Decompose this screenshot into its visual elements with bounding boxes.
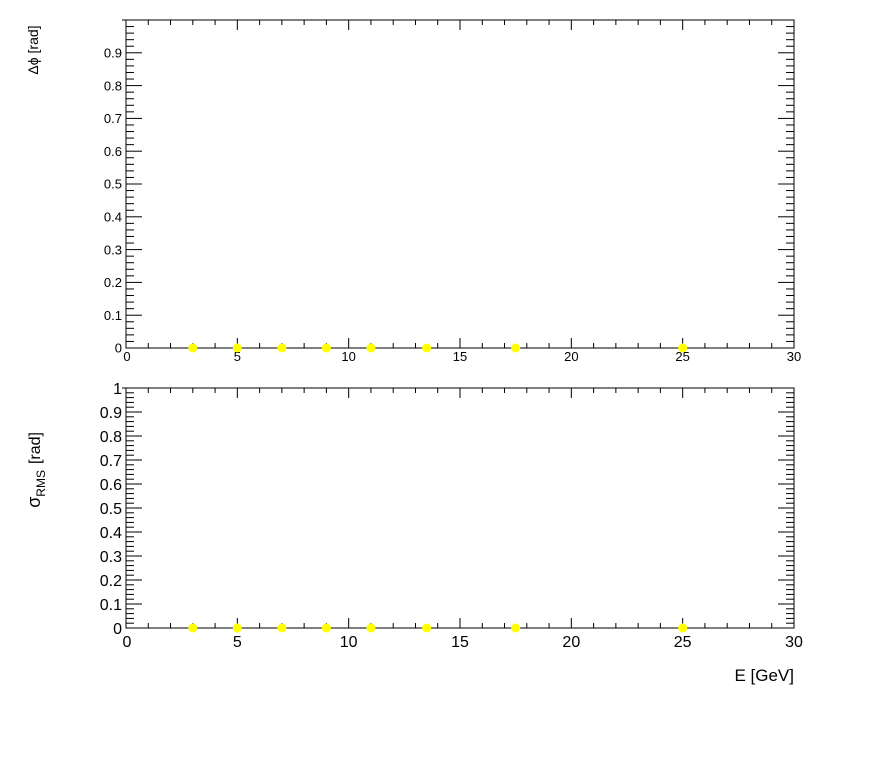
y-tick-label: 0.9 bbox=[100, 405, 122, 422]
x-tick-label: 15 bbox=[451, 634, 469, 651]
data-point bbox=[321, 623, 331, 633]
x-tick-label: 25 bbox=[675, 349, 689, 364]
data-point bbox=[232, 343, 242, 353]
top-data-points bbox=[188, 343, 688, 353]
data-point bbox=[321, 343, 331, 353]
bottom-data-points bbox=[188, 623, 688, 633]
data-point bbox=[366, 623, 376, 633]
data-point bbox=[277, 343, 287, 353]
bottom-x-axis-title: E [GeV] bbox=[734, 666, 794, 685]
y-tick-label: 0.4 bbox=[100, 525, 122, 542]
bottom-plot-frame bbox=[125, 387, 795, 629]
y-tick-label: 0.3 bbox=[100, 549, 122, 566]
data-point bbox=[277, 623, 287, 633]
data-point bbox=[511, 343, 521, 353]
data-point bbox=[422, 623, 432, 633]
y-tick-label: 1 bbox=[113, 381, 122, 398]
y-unit: [rad] bbox=[27, 432, 44, 464]
bottom-panel: 0 0.1 0.2 0.3 0.4 0.5 0.6 0.7 0.8 0.9 1 0 5 10 15 20 25… bbox=[24, 381, 803, 685]
x-tick-label: 30 bbox=[785, 634, 803, 651]
data-point bbox=[511, 623, 521, 633]
data-point bbox=[422, 343, 432, 353]
x-tick-label: 20 bbox=[562, 634, 580, 651]
top-y-axis-title: Δϕ [rad] bbox=[25, 25, 41, 74]
top-y-tick-labels: 0 0.1 0.2 0.3 0.4 0.5 0.6 0.7 0.8 0.9 bbox=[104, 45, 122, 355]
y-tick-label: 0.2 bbox=[100, 573, 122, 590]
y-tick-label: 0.3 bbox=[104, 242, 122, 257]
x-tick-label: 30 bbox=[787, 349, 801, 364]
y-tick-label: 0.1 bbox=[100, 597, 122, 614]
x-tick-label: 0 bbox=[123, 349, 130, 364]
data-point bbox=[232, 623, 242, 633]
y-tick-label: 0.9 bbox=[104, 45, 122, 60]
y-tick-label: 0.8 bbox=[100, 429, 122, 446]
y-tick-label: 0.6 bbox=[100, 477, 122, 494]
top-panel: 0 0.1 0.2 0.3 0.4 0.5 0.6 0.7 0.8 0.9 0 5 10 15 20 25 3… bbox=[25, 19, 801, 364]
data-point bbox=[188, 343, 198, 353]
x-tick-label: 10 bbox=[341, 349, 355, 364]
bottom-y-axis-title: σRMS [rad] bbox=[24, 432, 48, 508]
sigma-symbol: σ bbox=[24, 497, 44, 508]
sigma-subscript: RMS bbox=[34, 470, 48, 497]
data-point bbox=[188, 623, 198, 633]
y-tick-label: 0.2 bbox=[104, 275, 122, 290]
y-tick-label: 0.7 bbox=[104, 111, 122, 126]
bottom-y-tick-labels: 0 0.1 0.2 0.3 0.4 0.5 0.6 0.7 0.8 0.9 1 bbox=[100, 381, 122, 638]
y-tick-label: 0.1 bbox=[104, 308, 122, 323]
x-tick-label: 10 bbox=[340, 634, 358, 651]
y-tick-label: 0.6 bbox=[104, 144, 122, 159]
x-tick-label: 5 bbox=[233, 634, 242, 651]
data-point bbox=[366, 343, 376, 353]
y-tick-label: 0.5 bbox=[104, 177, 122, 192]
y-tick-label: 0.7 bbox=[100, 453, 122, 470]
data-point bbox=[678, 343, 688, 353]
y-tick-label: 0 bbox=[113, 621, 122, 638]
x-tick-label: 25 bbox=[674, 634, 692, 651]
bottom-ticks bbox=[122, 387, 795, 629]
top-x-tick-labels: 0 5 10 15 20 25 30 bbox=[123, 349, 801, 364]
x-tick-label: 5 bbox=[234, 349, 241, 364]
y-tick-label: 0.4 bbox=[104, 209, 122, 224]
top-plot-frame bbox=[125, 19, 795, 349]
x-tick-label: 15 bbox=[453, 349, 467, 364]
data-point bbox=[678, 623, 688, 633]
top-ticks bbox=[122, 19, 795, 349]
x-tick-label: 0 bbox=[123, 634, 132, 651]
x-tick-label: 20 bbox=[564, 349, 578, 364]
y-tick-label: 0.8 bbox=[104, 78, 122, 93]
y-tick-label: 0 bbox=[115, 341, 122, 356]
bottom-x-tick-labels: 0 5 10 15 20 25 30 bbox=[123, 634, 803, 651]
y-tick-label: 0.5 bbox=[100, 501, 122, 518]
